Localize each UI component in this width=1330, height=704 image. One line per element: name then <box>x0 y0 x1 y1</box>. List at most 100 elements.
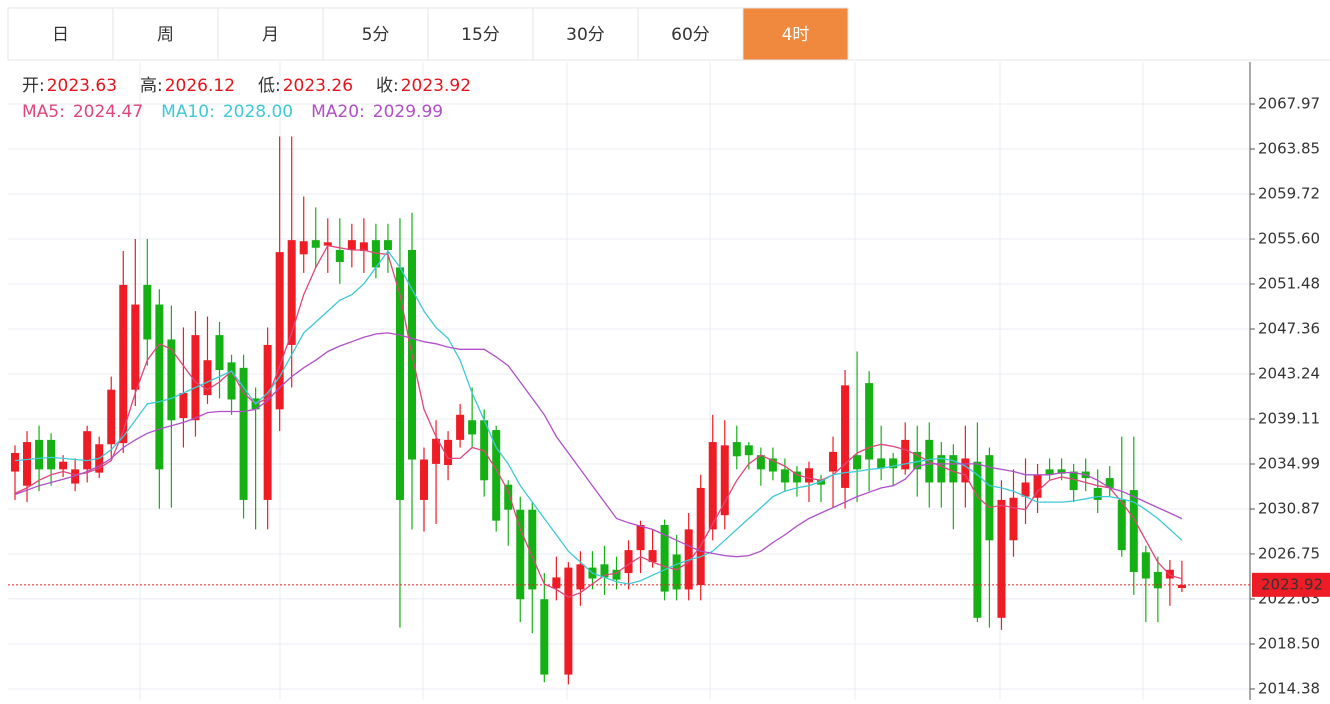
tab-label[interactable]: 月 <box>262 25 279 45</box>
candle-body <box>504 484 513 510</box>
candle-body <box>624 550 633 574</box>
candle-body <box>1009 497 1018 541</box>
tab-label[interactable]: 4时 <box>782 25 810 45</box>
tab-label[interactable]: 5分 <box>362 25 390 45</box>
ma-legend-name: MA10: <box>161 102 215 122</box>
candle-body <box>167 339 176 421</box>
info-label: 开: <box>22 76 45 96</box>
candle-body <box>1153 571 1162 589</box>
candle-body <box>1177 584 1186 589</box>
candle-body <box>444 439 453 465</box>
tab-bg[interactable] <box>112 7 219 61</box>
candle-body <box>985 455 994 541</box>
candle-body <box>1045 469 1054 475</box>
candle-body <box>516 509 525 600</box>
y-tick-label: 2030.87 <box>1258 499 1320 517</box>
candle-body <box>203 360 212 396</box>
candle-body <box>600 564 609 578</box>
tab-bg[interactable] <box>742 7 849 61</box>
candle-body <box>756 455 765 470</box>
y-tick-label: 2043.24 <box>1258 364 1320 382</box>
y-tick-label: 2063.85 <box>1258 139 1320 157</box>
candle-body <box>949 455 958 483</box>
candle-body <box>335 249 344 262</box>
candle-body <box>648 550 657 563</box>
info-value: 2023.63 <box>47 76 117 96</box>
y-tick-label: 2067.97 <box>1258 95 1320 113</box>
candle-body <box>179 392 188 419</box>
candle-body <box>395 267 404 500</box>
y-tick-label: 2018.50 <box>1258 635 1320 653</box>
info-label: 低: <box>258 76 281 96</box>
candle-body <box>660 525 669 592</box>
candle-body <box>937 455 946 483</box>
candle-body <box>275 252 284 410</box>
y-tick-label: 2014.38 <box>1258 679 1320 697</box>
candle-body <box>768 458 777 472</box>
candle-body <box>889 458 898 469</box>
tab-label[interactable]: 日 <box>52 25 69 45</box>
candle-body <box>612 569 621 580</box>
candle-body <box>708 442 717 530</box>
candle-body <box>636 525 645 551</box>
info-value: 2023.92 <box>401 76 471 96</box>
candle-body <box>973 461 982 618</box>
info-label: 收: <box>376 76 399 96</box>
candle-body <box>744 445 753 456</box>
candle-body <box>155 304 164 470</box>
candle-body <box>131 304 140 390</box>
candle-body <box>853 455 862 470</box>
tab-label[interactable]: 30分 <box>566 25 605 45</box>
y-tick-label: 2034.99 <box>1258 455 1320 473</box>
candle-body <box>672 554 681 590</box>
candle-body <box>780 469 789 483</box>
candle-body <box>792 471 801 483</box>
tab-label[interactable]: 60分 <box>671 25 710 45</box>
candle-body <box>299 241 308 255</box>
candle-body <box>1021 482 1030 497</box>
y-tick-label: 2055.60 <box>1258 230 1320 248</box>
candle-body <box>1129 490 1138 572</box>
candle-body <box>997 499 1006 618</box>
candle-body <box>865 383 874 460</box>
candle-body <box>47 439 56 470</box>
ma-line <box>14 244 1183 598</box>
last-price-box <box>1252 572 1330 597</box>
y-tick-label: 2026.75 <box>1258 544 1320 562</box>
y-tick-label: 2047.36 <box>1258 319 1320 337</box>
candle-body <box>1057 469 1066 474</box>
candle-body <box>1093 487 1102 500</box>
candle-body <box>1105 478 1114 488</box>
tab-bg[interactable] <box>7 7 114 61</box>
candle-body <box>877 458 886 469</box>
candle-body <box>841 385 850 488</box>
tab-label[interactable]: 15分 <box>461 25 500 45</box>
candle-body <box>347 240 356 250</box>
candle-body <box>468 420 477 435</box>
tab-bg[interactable] <box>217 7 324 61</box>
candle-body <box>456 414 465 440</box>
candle-body <box>311 240 320 248</box>
y-tick-label: 2039.11 <box>1258 410 1320 428</box>
candle-body <box>359 242 368 252</box>
candle-body <box>191 335 200 421</box>
candle-body <box>107 389 116 445</box>
candle-body <box>383 240 392 250</box>
candle-body <box>720 445 729 516</box>
ma-legend-value: 2024.47 <box>73 102 143 122</box>
tab-bg[interactable] <box>637 7 744 61</box>
ma-legend-name: MA20: <box>311 102 365 122</box>
candle-body <box>59 461 68 470</box>
y-tick-label: 2059.72 <box>1258 185 1320 203</box>
candle-body <box>1117 499 1126 551</box>
candle-body <box>564 567 573 675</box>
candle-body <box>732 442 741 457</box>
tab-label[interactable]: 周 <box>157 25 174 45</box>
last-price-label: 2023.92 <box>1261 575 1323 593</box>
info-value: 2026.12 <box>165 76 235 96</box>
candle-body <box>576 564 585 590</box>
info-value: 2023.26 <box>283 76 353 96</box>
y-tick-label: 2051.48 <box>1258 275 1320 293</box>
candle-body <box>11 452 19 472</box>
